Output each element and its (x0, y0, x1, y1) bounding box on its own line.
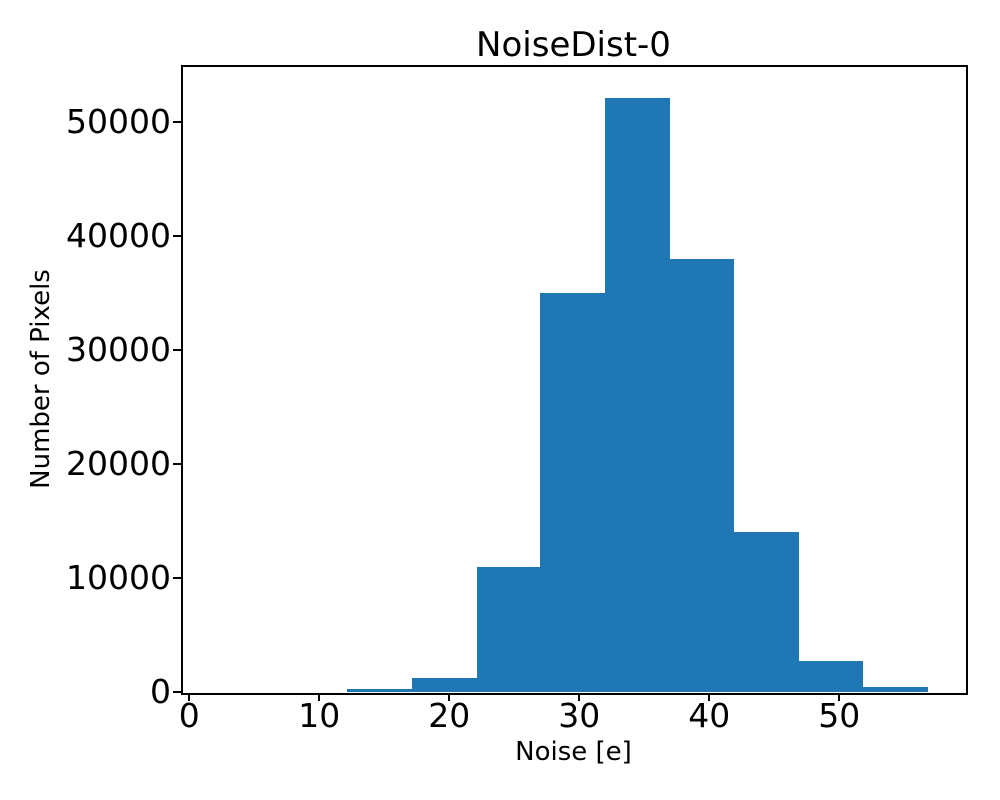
x-tick-label: 10 (298, 696, 341, 735)
y-tick-label: 0 (150, 672, 171, 711)
x-tick-mark (838, 693, 841, 701)
x-tick-label: 40 (688, 696, 731, 735)
y-tick-mark (173, 462, 181, 465)
y-tick-mark (173, 576, 181, 579)
histogram-bar (863, 687, 928, 692)
x-tick-label: 20 (428, 696, 471, 735)
y-tick-label: 30000 (66, 329, 171, 369)
y-tick-label: 20000 (66, 443, 171, 483)
x-tick-mark (578, 693, 581, 701)
histogram-bar (540, 292, 605, 692)
y-tick-mark (173, 348, 181, 351)
x-tick-label: 50 (818, 696, 861, 735)
histogram-bar (734, 531, 799, 692)
x-tick-label: 0 (178, 696, 200, 735)
y-tick-label: 40000 (66, 215, 171, 255)
x-tick-mark (708, 693, 711, 701)
x-tick-mark (448, 693, 451, 701)
x-axis-label: Noise [e] (515, 737, 632, 767)
y-tick-mark (173, 120, 181, 123)
y-tick-label: 10000 (66, 557, 171, 597)
histogram-bar (477, 566, 540, 692)
x-tick-mark (188, 693, 191, 701)
x-tick-label: 30 (558, 696, 601, 735)
histogram-bar (412, 677, 477, 692)
chart-title: NoiseDist-0 (476, 25, 671, 65)
histogram-bar (605, 97, 670, 692)
y-tick-mark (173, 691, 181, 693)
histogram-bar (799, 660, 863, 692)
histogram-bar (347, 689, 412, 692)
y-tick-mark (173, 234, 181, 237)
histogram-bar (670, 258, 734, 692)
x-tick-mark (318, 693, 321, 701)
y-tick-label: 50000 (66, 101, 171, 141)
